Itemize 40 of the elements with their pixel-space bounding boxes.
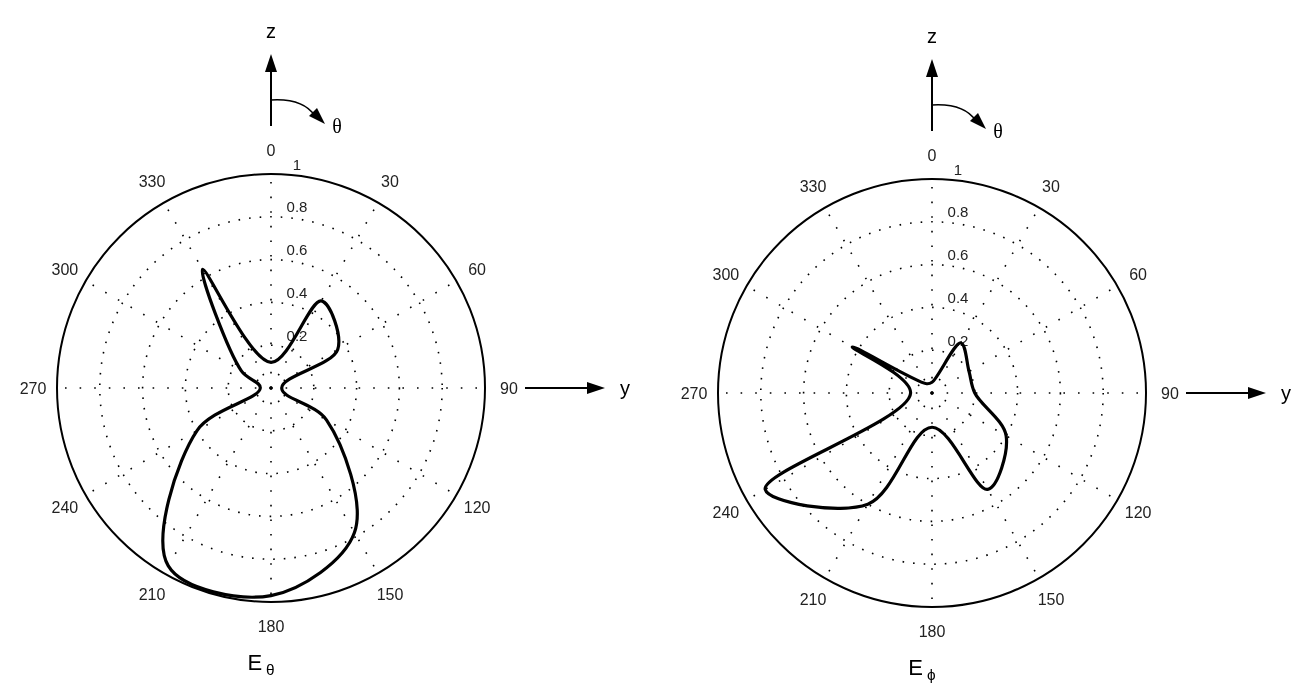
text: θ — [332, 115, 342, 137]
spoke-label: 210 — [138, 585, 166, 603]
spoke-label: 180 — [257, 617, 285, 635]
spoke-label: 300 — [51, 260, 79, 278]
spoke-label: 330 — [138, 173, 166, 191]
text: y — [620, 377, 630, 399]
text: y — [1281, 382, 1291, 404]
spoke-label: 120 — [1124, 503, 1152, 521]
spoke-label: 270 — [680, 384, 708, 402]
spoke-label: 90 — [1161, 384, 1179, 402]
spoke-label: 240 — [51, 498, 79, 516]
y-tick-label: 1 — [953, 160, 963, 178]
spoke-label: 60 — [468, 260, 487, 278]
text: z — [266, 20, 276, 42]
spoke-label: 30 — [1042, 178, 1060, 196]
spoke-label: 0 — [927, 146, 937, 164]
spoke-label: 90 — [500, 379, 518, 397]
spoke-label: 270 — [19, 379, 47, 397]
y-tick-label: 1 — [292, 155, 302, 173]
spoke-label: 150 — [376, 585, 404, 603]
text: θ — [993, 120, 1003, 142]
spoke-label: 240 — [712, 503, 740, 521]
spoke-label: 150 — [1037, 590, 1065, 608]
spoke-label: 0 — [266, 141, 276, 159]
spoke-label: 210 — [799, 590, 827, 608]
y-tick-label: 0.8 — [286, 198, 308, 216]
spoke-label: 330 — [799, 178, 827, 196]
y-tick-label: 0.4 — [286, 283, 308, 301]
spoke-label: 300 — [712, 265, 740, 283]
spoke-label: 30 — [381, 173, 399, 191]
y-tick-label: 0.6 — [286, 241, 308, 259]
spoke-label: 60 — [1129, 265, 1148, 283]
text: E$_{ϕ}$ — [908, 655, 937, 684]
text: E$_{θ}$ — [247, 650, 275, 679]
y-tick-label: 0.4 — [947, 288, 969, 306]
text: z — [927, 25, 937, 47]
spoke-label: 180 — [918, 622, 946, 640]
spoke-label: 120 — [463, 498, 491, 516]
y-tick-label: 0.8 — [947, 203, 969, 221]
y-tick-label: 0.6 — [947, 246, 969, 264]
